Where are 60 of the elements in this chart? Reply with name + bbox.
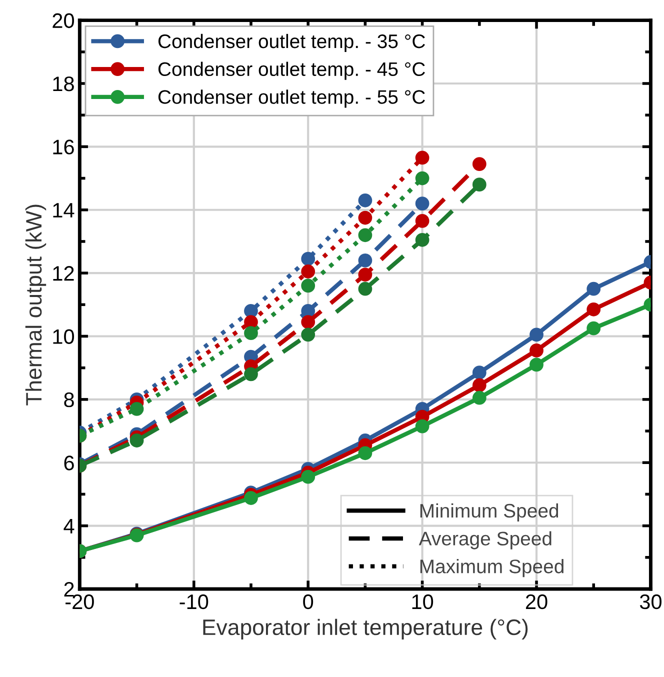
y-axis-title: Thermal output (kW) bbox=[25, 204, 46, 406]
point bbox=[301, 470, 316, 484]
point bbox=[472, 366, 486, 380]
legend-label: Condenser outlet temp. - 35 °C bbox=[158, 34, 425, 52]
x-tick-label: 10 bbox=[412, 594, 434, 610]
point bbox=[358, 446, 372, 460]
y-tick-label: 20 bbox=[52, 13, 74, 28]
y-tick-label: 8 bbox=[64, 392, 74, 408]
point bbox=[358, 268, 372, 282]
point bbox=[415, 419, 430, 434]
point bbox=[586, 302, 601, 316]
point bbox=[358, 228, 372, 242]
point bbox=[358, 210, 372, 225]
legend-label: Condenser outlet temp. - 45 °C bbox=[158, 62, 425, 80]
point bbox=[358, 253, 372, 268]
x-tick-label: 20 bbox=[526, 594, 548, 610]
y-tick-label: 4 bbox=[64, 519, 74, 534]
point bbox=[415, 171, 430, 186]
annotation: Maximum Speed bbox=[420, 559, 564, 578]
annotation: Minimum Speed bbox=[420, 503, 558, 522]
point bbox=[472, 157, 486, 172]
point bbox=[472, 178, 486, 192]
point bbox=[530, 358, 544, 372]
point bbox=[530, 344, 544, 358]
point bbox=[301, 328, 316, 342]
y-tick-label: 6 bbox=[64, 456, 74, 470]
point bbox=[244, 304, 258, 318]
point bbox=[301, 278, 316, 293]
point bbox=[586, 282, 601, 296]
x-tick-label: -20 bbox=[66, 594, 94, 610]
y-tick-label: 2 bbox=[64, 582, 74, 597]
y-tick-label: 12 bbox=[53, 266, 74, 281]
x-tick-label: 30 bbox=[640, 594, 662, 610]
point bbox=[244, 326, 258, 340]
point bbox=[415, 214, 430, 228]
point bbox=[472, 378, 486, 392]
legend-label: Condenser outlet temp. - 55 °C bbox=[158, 90, 425, 108]
point bbox=[415, 150, 430, 165]
point bbox=[244, 367, 258, 382]
point bbox=[244, 491, 258, 505]
point bbox=[530, 328, 544, 342]
point bbox=[301, 252, 316, 266]
point bbox=[130, 434, 144, 448]
point bbox=[301, 264, 316, 278]
y-tick-label: 10 bbox=[53, 329, 74, 344]
x-tick-label: 0 bbox=[303, 594, 314, 610]
point bbox=[130, 402, 144, 416]
point bbox=[586, 321, 601, 336]
point bbox=[415, 196, 430, 210]
x-axis-title: Evaporator inlet temperature (°C) bbox=[203, 618, 528, 640]
annotation: Average Speed bbox=[418, 531, 552, 550]
x-tick-label: -10 bbox=[180, 594, 208, 610]
point bbox=[358, 193, 372, 208]
y-tick-label: 14 bbox=[53, 203, 74, 218]
point bbox=[301, 315, 316, 329]
point bbox=[415, 232, 430, 247]
point bbox=[358, 282, 372, 296]
y-tick-label: 18 bbox=[53, 76, 74, 92]
y-tick-label: 16 bbox=[53, 140, 74, 154]
point bbox=[472, 390, 486, 405]
